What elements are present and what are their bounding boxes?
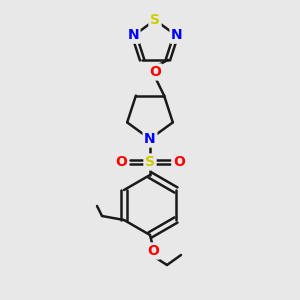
Text: O: O xyxy=(149,65,161,79)
Text: N: N xyxy=(171,28,183,42)
Text: S: S xyxy=(145,155,155,169)
Text: O: O xyxy=(147,244,159,258)
Text: N: N xyxy=(144,132,156,146)
Text: O: O xyxy=(173,155,185,169)
Text: S: S xyxy=(150,13,160,27)
Text: N: N xyxy=(127,28,139,42)
Text: O: O xyxy=(115,155,127,169)
